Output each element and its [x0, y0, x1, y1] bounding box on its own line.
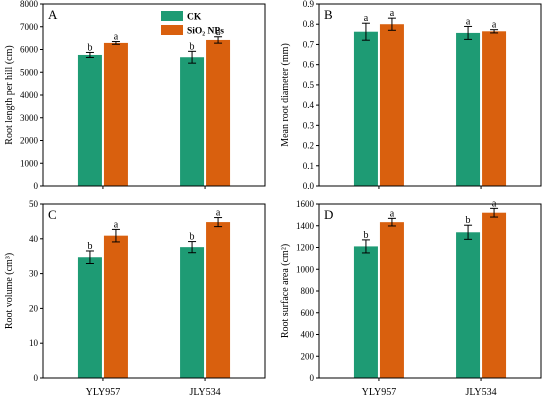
- y-tick-label: 50: [29, 199, 39, 209]
- y-tick-label: 200: [301, 351, 315, 361]
- y-axis-label: Root length per hill (cm): [4, 45, 15, 144]
- bar-sio2-yly957: [379, 222, 404, 378]
- significance-letter: a: [492, 20, 497, 31]
- y-tick-label: 6000: [20, 45, 39, 55]
- bar-ck-yly957: [353, 246, 378, 378]
- bar-sio2-yly957: [103, 235, 128, 378]
- y-tick-label: 0.3: [303, 120, 315, 130]
- x-tick-label: JLY534: [189, 387, 220, 398]
- bar-sio2-jly534: [482, 31, 507, 186]
- y-axis-label: Mean root diameter (mm): [280, 43, 291, 147]
- significance-letter: a: [390, 8, 395, 19]
- significance-letter: a: [216, 27, 221, 38]
- bar-ck-jly534: [456, 232, 481, 378]
- y-tick-label: 1200: [296, 243, 315, 253]
- bar-ck-yly957: [77, 257, 102, 378]
- bar-ck-jly534: [180, 247, 205, 378]
- significance-letter: a: [466, 16, 471, 27]
- plot-frame: [42, 203, 266, 379]
- y-tick-label: 0.8: [303, 19, 315, 29]
- y-tick-label: 1000: [20, 158, 39, 168]
- significance-letter: a: [390, 208, 395, 219]
- significance-letter: b: [87, 241, 92, 252]
- y-tick-label: 1600: [296, 199, 315, 209]
- y-tick-label: 0: [34, 373, 39, 383]
- y-tick-label: 0: [34, 181, 39, 191]
- plot-frame: [42, 3, 266, 187]
- legend-entry: SiO₂ NPs: [187, 27, 224, 37]
- legend-swatch: [161, 25, 183, 35]
- panel-letter: A: [48, 7, 58, 22]
- x-tick-label: YLY957: [362, 387, 397, 398]
- y-tick-label: 0.4: [303, 100, 315, 110]
- y-tick-label: 20: [29, 303, 39, 313]
- y-tick-label: 0.6: [303, 60, 315, 70]
- bar-ck-yly957: [77, 54, 102, 187]
- y-tick-label: 30: [29, 269, 39, 279]
- y-tick-label: 0.9: [303, 0, 315, 9]
- y-tick-label: 7000: [20, 22, 39, 32]
- plot-frame: [318, 3, 542, 187]
- legend: CK SiO₂ NPs: [161, 11, 224, 37]
- y-tick-label: 5000: [20, 67, 39, 77]
- y-tick-label: 2000: [20, 136, 39, 146]
- significance-letter: b: [87, 42, 92, 53]
- y-tick-label: 800: [301, 286, 315, 296]
- y-tick-label: 4000: [20, 90, 39, 100]
- bar-ck-yly957: [353, 31, 378, 187]
- y-axis-label: Root surface area (cm²): [280, 244, 291, 338]
- significance-letter: b: [363, 230, 368, 241]
- significance-letter: a: [114, 32, 119, 43]
- legend-entry: CK: [187, 13, 202, 23]
- y-tick-label: 0.7: [303, 39, 315, 49]
- y-tick-label: 0.5: [303, 80, 315, 90]
- y-tick-label: 600: [301, 308, 315, 318]
- panel-letter: C: [48, 207, 57, 222]
- significance-letter: a: [364, 13, 369, 24]
- chart-panel-a: b b a a 0 1000 2000 3000 4000 5000 6000 7000 8000 Roo…: [4, 0, 266, 191]
- significance-letter: b: [190, 41, 195, 52]
- y-tick-label: 1400: [296, 221, 315, 231]
- bar-sio2-jly534: [206, 222, 231, 378]
- significance-letter: b: [190, 232, 195, 243]
- x-tick-label: JLY534: [465, 387, 496, 398]
- bar-sio2-jly534: [482, 212, 507, 378]
- y-tick-label: 0.0: [303, 181, 315, 191]
- y-tick-label: 3000: [20, 113, 39, 123]
- chart-panel-b: a a a a 0.0 0.1 0.2 0.3 0.4 0.5 0.6 0.7 0.8 0.9 Mean r…: [280, 0, 542, 191]
- y-tick-label: 0.2: [303, 141, 314, 151]
- y-tick-label: 10: [29, 338, 39, 348]
- x-tick-label: YLY957: [86, 387, 121, 398]
- y-tick-label: 1000: [296, 264, 315, 274]
- legend-swatch: [161, 11, 183, 21]
- y-tick-label: 8000: [20, 0, 39, 9]
- plot-frame: [318, 203, 542, 379]
- bar-ck-jly534: [456, 32, 481, 186]
- y-tick-label: 0.1: [303, 161, 314, 171]
- panel-letter: B: [324, 7, 333, 22]
- panel-letter: D: [324, 207, 333, 222]
- bar-sio2-yly957: [379, 24, 404, 186]
- significance-letter: a: [216, 208, 221, 219]
- y-tick-label: 0: [310, 373, 315, 383]
- y-tick-label: 400: [301, 330, 315, 340]
- y-tick-label: 40: [29, 234, 39, 244]
- chart-panel-c: b b a a 0 10 20 30 40 50 YLY957 JLY534 Root volume (…: [4, 199, 266, 398]
- bar-sio2-yly957: [103, 42, 128, 187]
- significance-letter: a: [114, 219, 119, 230]
- bar-ck-jly534: [180, 57, 205, 186]
- y-axis-label: Root volume (cm³): [4, 253, 15, 329]
- bar-sio2-jly534: [206, 39, 231, 186]
- significance-letter: b: [466, 215, 471, 226]
